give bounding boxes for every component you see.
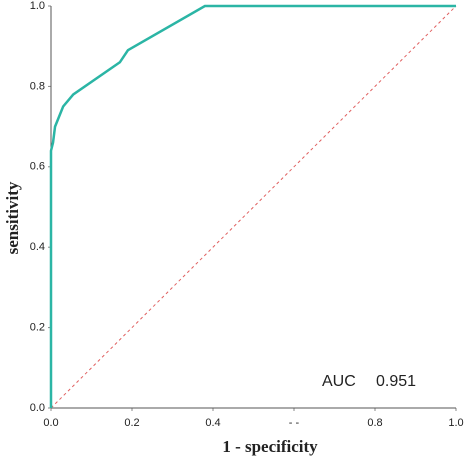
x-tick-label: 0.8 [367, 417, 382, 429]
annotation-value: 0.951 [376, 373, 416, 390]
x-tick-label: 0.4 [205, 417, 220, 429]
reference-line [50, 5, 457, 409]
y-tick-label: 0.6 [30, 161, 45, 173]
y-axis-label: sensitivity [3, 181, 22, 254]
y-tick-label: 0.8 [30, 80, 45, 92]
x-tick-label: 1.0 [448, 417, 463, 429]
annotation-label: AUC [322, 373, 356, 390]
y-tick-label: 1.0 [30, 0, 45, 12]
x-tick-label: - - [289, 417, 300, 429]
x-axis-label: 1 - specificity [222, 437, 318, 456]
roc-curve [49, 4, 456, 408]
x-tick-label: 0.2 [124, 417, 139, 429]
y-tick-label: 0.4 [30, 241, 45, 253]
y-tick-label: 0.0 [30, 402, 45, 414]
y-tick-label: 0.2 [30, 322, 45, 334]
x-tick-label: 0.0 [43, 417, 58, 429]
